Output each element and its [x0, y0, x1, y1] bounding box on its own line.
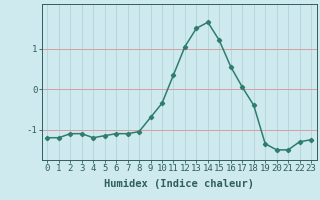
X-axis label: Humidex (Indice chaleur): Humidex (Indice chaleur)	[104, 179, 254, 189]
